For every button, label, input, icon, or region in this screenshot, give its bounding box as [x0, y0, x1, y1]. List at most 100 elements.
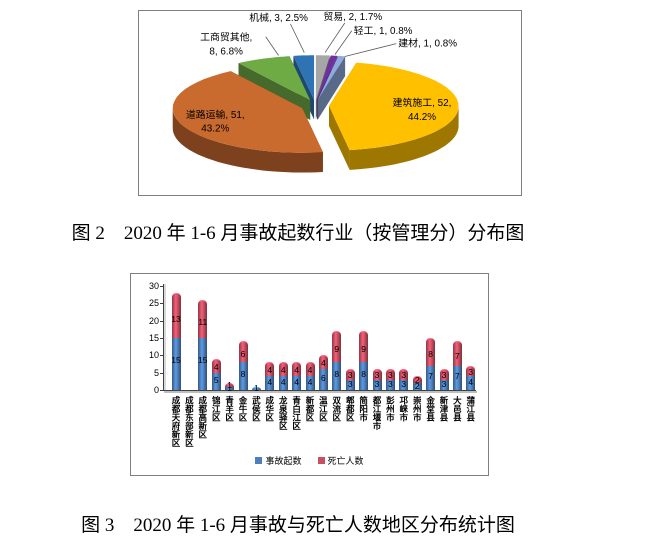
y-axis-wall	[164, 284, 166, 390]
bar-value-accidents: 3	[388, 378, 393, 389]
bar-segment-accidents	[345, 379, 355, 390]
bar-chart-figure: 事故起数 死亡人数 0 5 10 15 20 25 30 15 13 成都天府新区 成都东部新区 15…	[130, 273, 489, 476]
pie-slice-wall	[172, 108, 323, 173]
bar-value-deaths: 3	[388, 370, 393, 381]
bar-value-deaths: 4	[307, 365, 313, 376]
bar-segment-accidents	[211, 372, 221, 390]
pie-slice	[317, 55, 338, 100]
bar-value-accidents: 4	[280, 376, 286, 387]
y-axis-line	[163, 284, 164, 391]
bar-segment-accidents	[332, 362, 342, 390]
x-category-label: 青白江区	[291, 396, 302, 430]
pie-slice-label: 43.2%	[201, 124, 229, 135]
bar-value-accidents: 4	[267, 376, 273, 387]
bar-segment-deaths	[292, 362, 302, 377]
bar-segment-accidents	[265, 376, 275, 390]
pie-slice-label: 工商贸其他,	[200, 31, 252, 44]
legend-label-deaths: 死亡人数	[327, 456, 364, 466]
bar-value-deaths: 2	[414, 375, 420, 386]
figure3-caption: 图 3 2020 年 1-6 月事故与死亡人数地区分布统计图	[81, 515, 515, 536]
bar-segment-accidents	[385, 379, 395, 390]
bar-segment-deaths	[372, 369, 382, 380]
bar-segment-deaths	[399, 369, 409, 380]
x-category-label: 郫都区	[345, 396, 356, 422]
bar-value-deaths: 4	[267, 365, 273, 376]
bar-value-accidents: 15	[171, 354, 181, 365]
pie-label-leader-line	[265, 36, 279, 56]
x-category-label: 双流区	[331, 396, 342, 422]
y-tick-label: 20	[148, 315, 159, 326]
bar-segment-deaths	[171, 292, 181, 338]
pie-label-leader-line	[324, 22, 346, 53]
bar-segment-deaths	[225, 383, 235, 387]
bar-segment-deaths	[332, 331, 342, 363]
pie-slice	[315, 55, 330, 100]
x-category-label: 大邑县	[452, 396, 463, 422]
bar-value-deaths: 3	[401, 370, 407, 381]
y-tick-mark	[160, 338, 163, 339]
bar-segment-deaths	[466, 365, 476, 377]
bar-value-deaths: 6	[240, 348, 246, 359]
bar-value-deaths: 8	[428, 349, 433, 360]
x-category-label: 金牛区	[238, 396, 248, 422]
bar-segment-accidents	[305, 376, 315, 390]
bar-segment-accidents	[452, 365, 462, 390]
bar-segment-accidents	[426, 365, 436, 390]
x-category-label: 新都区	[305, 396, 315, 422]
bar-segment-accidents	[171, 338, 181, 390]
bar-segment-accidents	[238, 362, 248, 390]
pie-slice	[238, 56, 311, 101]
bar-segment-accidents	[198, 338, 208, 390]
pie-chart-figure: 贸易, 2, 1.7% 轻工, 1, 0.8% 建材, 1, 0.8% 建筑施工, 5…	[138, 10, 522, 196]
x-category-label: 简阳市	[358, 396, 369, 422]
bar-chart-plot: 事故起数 死亡人数 0 5 10 15 20 25 30 15 13 成都天府新区 成都东部新区 15…	[131, 274, 488, 475]
bar-segment-deaths	[385, 369, 395, 380]
bar-segment-deaths	[318, 355, 328, 370]
y-tick-mark	[160, 303, 163, 305]
x-category-label: 崇州市	[412, 396, 423, 422]
bar-value-deaths: 4	[294, 365, 299, 376]
x-category-label: 邛崃市	[398, 396, 409, 422]
bar-segment-deaths	[278, 362, 288, 377]
bar-value-deaths: 3	[468, 366, 474, 377]
x-category-label: 龙泉驿区	[278, 396, 289, 430]
pie-slice-label: 44.2%	[408, 112, 436, 123]
bar-segment-deaths	[359, 331, 369, 363]
pie-slice-wall	[317, 56, 346, 120]
bar-value-deaths: 4	[280, 365, 286, 376]
bar-segment-deaths	[412, 376, 422, 384]
pie-slice-label: 机械, 3, 2.5%	[249, 11, 308, 24]
x-category-label: 都江堰市	[372, 396, 382, 430]
pie-chart: 贸易, 2, 1.7%轻工, 1, 0.8%建材, 1, 0.8% 建筑施工, 5…	[172, 11, 459, 173]
bar-segment-accidents	[278, 376, 288, 390]
bar-value-accidents: 4	[468, 376, 474, 387]
bar-value-accidents: 1	[254, 382, 259, 393]
bar-segment-deaths	[439, 369, 449, 380]
x-category-label: 成都高新区	[197, 396, 208, 439]
bar-value-accidents: 3	[347, 378, 353, 389]
bar-value-deaths: 3	[374, 370, 380, 381]
bar-value-accidents: 7	[455, 370, 460, 381]
bar-segment-accidents	[412, 383, 422, 390]
y-tick-mark	[160, 320, 163, 322]
bar-segment-deaths	[265, 362, 275, 377]
x-category-label: 成都东部新区	[184, 396, 195, 447]
bar-value-accidents: 1	[227, 382, 232, 393]
x-category-label: 彭州市	[385, 396, 396, 422]
y-tick-label: 0	[153, 385, 159, 395]
bar-value-accidents: 8	[240, 368, 246, 379]
bar-value-accidents: 8	[334, 368, 340, 379]
bar-segment-deaths	[211, 358, 221, 373]
x-category-label: 金堂县	[425, 396, 436, 422]
pie-label-leader-line	[290, 23, 305, 53]
bar-segment-accidents	[225, 386, 235, 390]
bar-value-deaths: 1	[227, 380, 232, 391]
y-tick-mark	[160, 355, 163, 357]
bar-value-deaths: 7	[455, 350, 460, 361]
bar-value-accidents: 2	[414, 380, 420, 391]
y-tick-mark	[160, 286, 163, 287]
bar-segment-accidents	[439, 379, 449, 390]
pie-slice-label: 道路运输, 51,	[186, 108, 245, 121]
bar-segment-deaths	[426, 338, 436, 366]
